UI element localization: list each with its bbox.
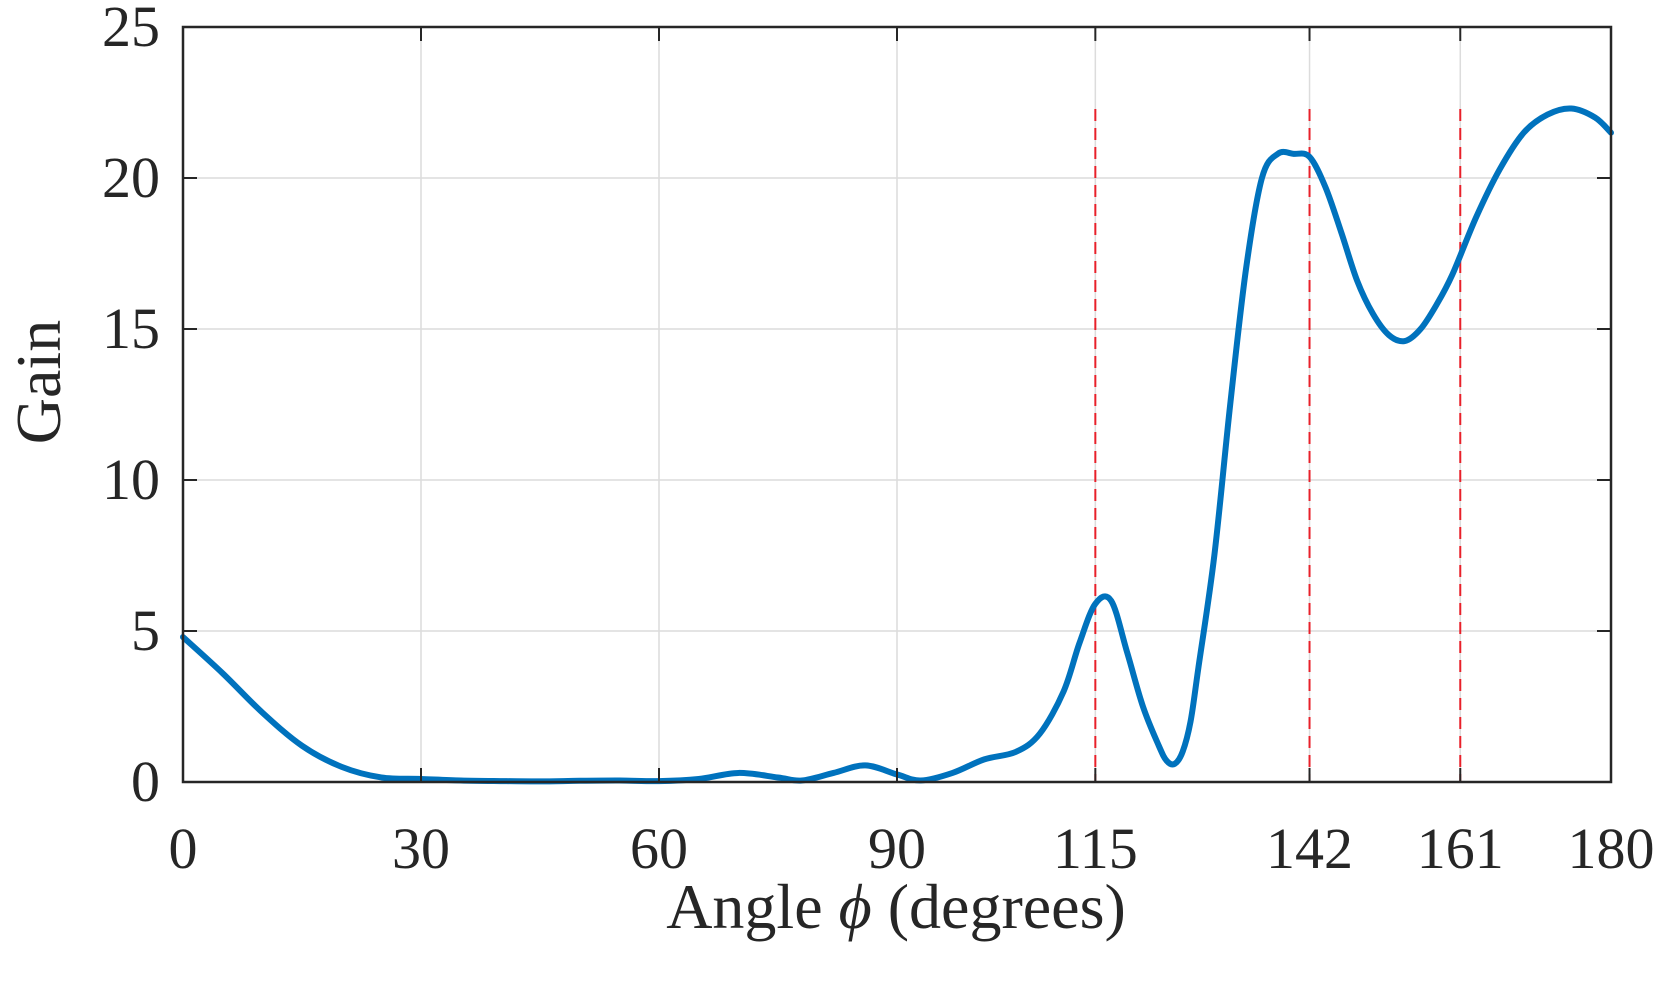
y-tick-label: 10 — [102, 447, 160, 512]
x-tick-label: 180 — [1568, 816, 1655, 881]
x-tick-label: 142 — [1266, 816, 1353, 881]
y-tick-label: 25 — [102, 0, 160, 59]
y-tick-label: 5 — [131, 598, 160, 663]
svg-text:Angle ϕ (deg: Angle ϕ (degrees) — [666, 871, 1126, 942]
x-tick-label: 161 — [1417, 816, 1504, 881]
reference-lines — [1094, 109, 1462, 782]
ticks: 0 30 60 90 115 142 161 180 0 5 10 15 20 25 — [102, 0, 1655, 881]
y-axis-title: Gain — [3, 320, 74, 444]
grid — [182, 26, 1612, 783]
x-tick-label: 115 — [1053, 816, 1138, 881]
x-axis-title-text: Angle — [666, 871, 822, 942]
y-tick-label: 20 — [102, 145, 160, 210]
x-axis-title-unit: (degrees) — [888, 871, 1126, 942]
y-tick-label: 0 — [131, 749, 160, 814]
x-axis-title-symbol: ϕ — [839, 871, 888, 942]
x-axis-title: Angle ϕ (degrees) — [666, 871, 1126, 942]
y-tick-label: 15 — [102, 296, 160, 361]
x-tick-label: 30 — [392, 816, 450, 881]
x-tick-label: 90 — [868, 816, 926, 881]
x-tick-label: 60 — [630, 816, 688, 881]
x-tick-label: 0 — [169, 816, 198, 881]
